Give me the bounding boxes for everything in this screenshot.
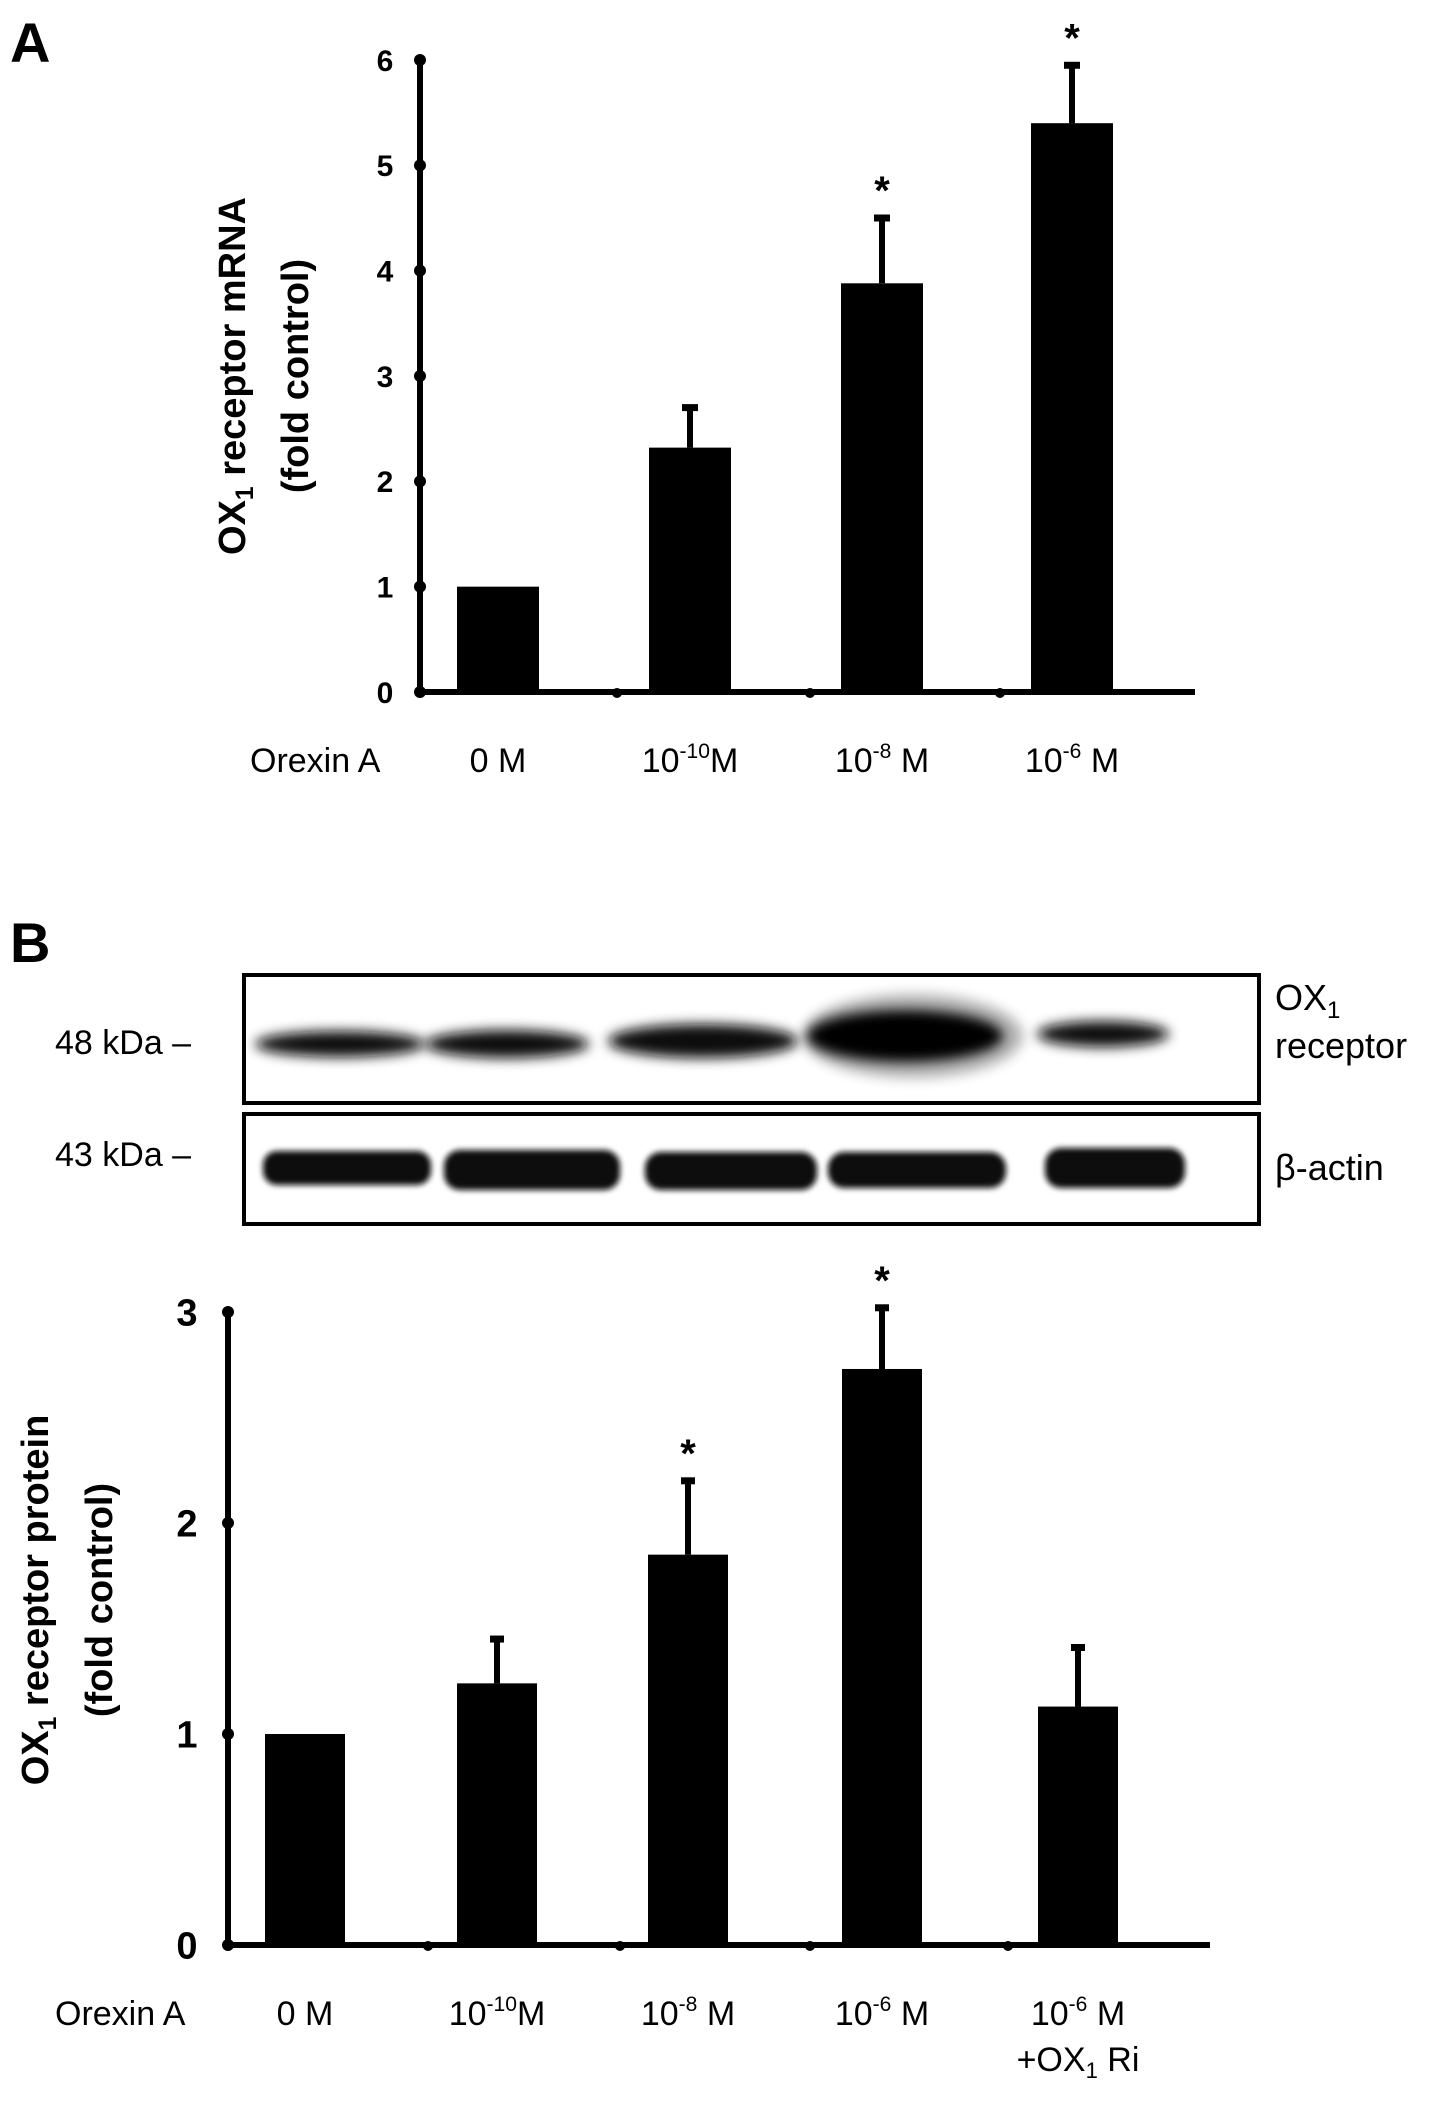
chart-b: 0 1 2 3 OX1 receptor protein (fold control) Or… [15,1259,1210,2083]
y-tick-mark [222,1517,234,1529]
y-tick-label: 1 [176,1715,197,1757]
x-axis-tick [805,688,815,698]
y-tick-mark [222,1939,234,1951]
y-tick-label: 5 [377,150,394,183]
panel-letter-b: B [10,911,50,974]
ox1-band-lane5 [1037,1021,1169,1047]
y-axis-title: OX1 receptor protein [15,1415,62,1786]
bar [841,283,923,692]
actin-band-lane3 [645,1152,817,1190]
category-label: 0 M [277,1995,334,2033]
x-axis-tick [423,1941,433,1951]
ox1-band-lane1 [255,1031,425,1057]
y-tick-label: 3 [377,361,394,394]
y-axis-title: OX1 receptor mRNA [212,197,259,555]
y-tick-mark [414,159,426,172]
x-axis-tick [615,1941,625,1951]
category-label: 10-8 M [835,740,929,780]
bar [265,1734,345,1945]
bar [648,1554,728,1945]
y-tick-mark [222,1728,234,1740]
x-axis-tick [1003,1941,1013,1951]
actin-band-lane5 [1045,1148,1185,1188]
y-tick-mark [414,264,426,277]
y-axis-title-line2: (fold control) [79,1483,121,1717]
category-label: 10-8 M [641,1993,735,2033]
y-tick-mark [414,475,426,488]
panel-letter-a: A [10,11,50,74]
category-label: 10-6 M [1031,1993,1125,2033]
bar [649,447,731,692]
y-tick-mark [414,54,426,66]
ox1-band-lane2 [425,1030,589,1058]
category-label: 10-10M [642,740,739,780]
ox1-band-lane3 [608,1024,798,1058]
actin-band-lane4 [828,1152,1006,1188]
category-label-line2: +OX1 Ri [1017,2041,1140,2083]
x-axis-tick [805,1941,815,1951]
bar [457,1683,537,1945]
western-blot: 48 kDa – 43 kDa – OX1 receptor β-actin [55,973,1407,1226]
y-tick-label: 2 [176,1504,197,1546]
category-label: 10-6 M [1025,740,1119,780]
actin-band-lane1 [263,1151,431,1185]
y-tick-mark [414,370,426,382]
significance-marker: * [680,1432,696,1476]
bar [457,586,539,692]
actin-band-lane2 [444,1150,620,1190]
marker-48kda: 48 kDa – [55,1024,191,1062]
band-label-ox1: OX1 [1275,977,1340,1024]
y-tick-label: 1 [377,571,394,604]
category-label: 0 M [470,742,527,780]
band-label-actin: β-actin [1275,1147,1384,1188]
category-label: 10-6 M [835,1993,929,2033]
y-tick-label: 0 [377,677,394,710]
y-tick-mark [222,1306,234,1318]
marker-43kda: 43 kDa – [55,1136,191,1174]
chart-a: 0 1 2 3 4 5 6 OX1 receptor mRNA (fold control) Or… [212,16,1195,780]
x-axis-title: Orexin A [55,1995,186,2033]
y-tick-label: 2 [377,466,394,499]
band-label-receptor: receptor [1275,1025,1407,1066]
significance-marker: * [874,169,890,213]
x-axis-title: Orexin A [250,742,381,780]
y-tick-mark [414,580,426,593]
ox1-band-lane4 [807,1010,1003,1062]
significance-marker: * [1064,16,1080,60]
y-tick-label: 3 [176,1293,197,1335]
x-axis-tick [995,688,1005,698]
y-tick-label: 0 [176,1926,197,1968]
x-axis-tick [612,688,622,698]
bar [1031,123,1113,692]
y-tick-mark [414,686,426,698]
y-tick-label: 4 [377,255,394,288]
bar [842,1368,922,1945]
y-axis-title-line2: (fold control) [275,259,317,493]
significance-marker: * [874,1259,890,1303]
category-label: 10-10M [449,1993,546,2033]
y-tick-label: 6 [377,45,394,78]
bar [1038,1706,1118,1945]
